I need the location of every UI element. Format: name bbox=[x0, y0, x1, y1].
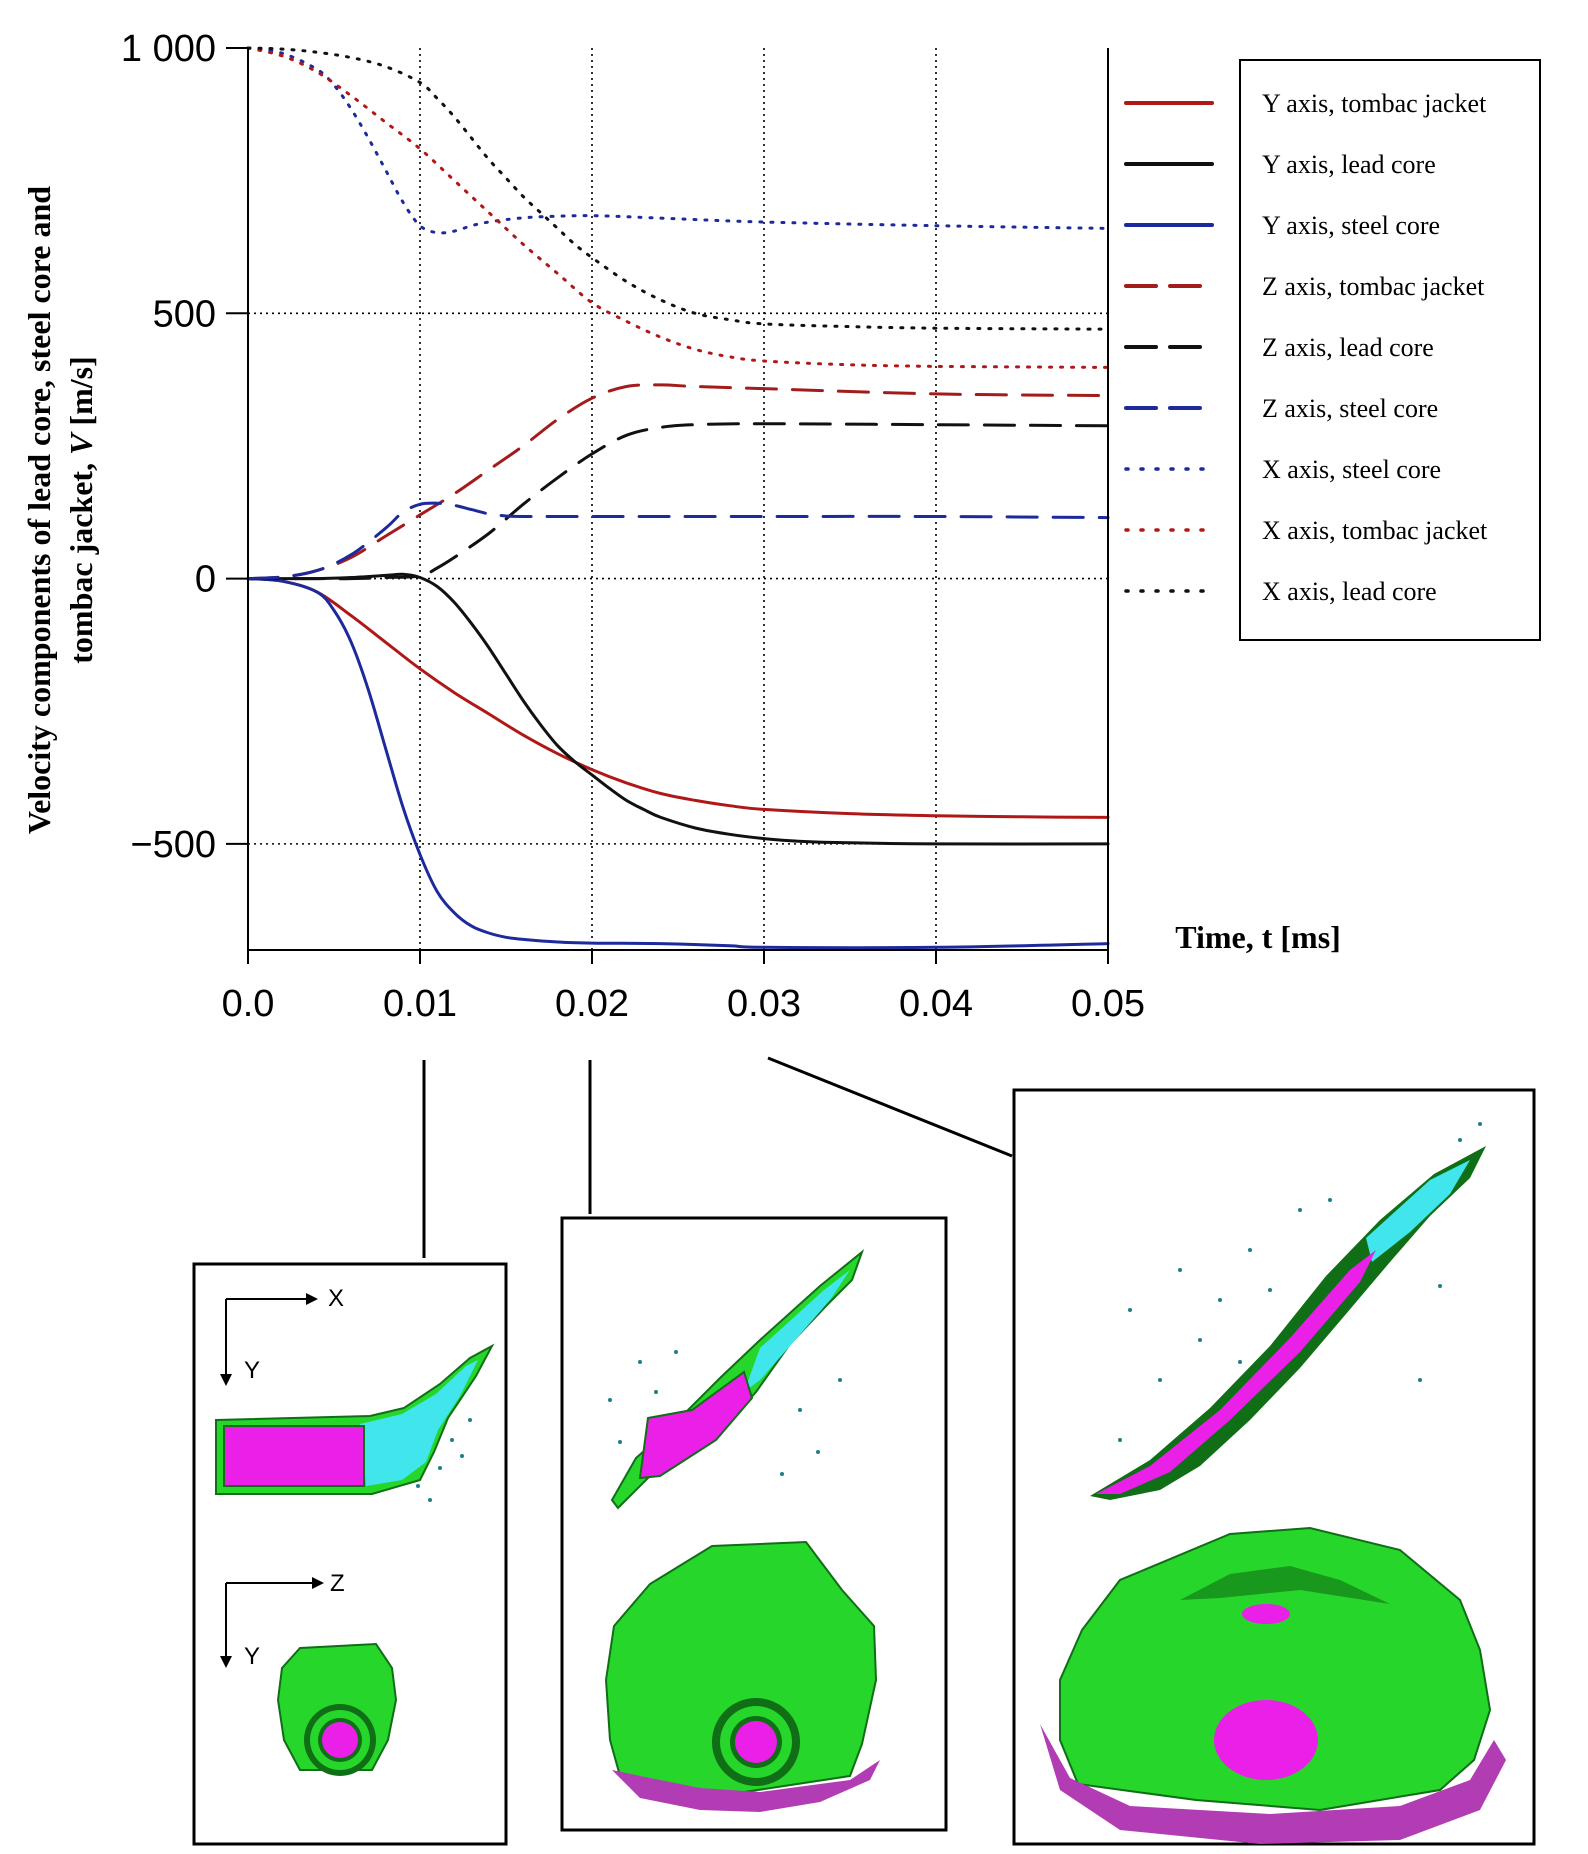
x-tick-label: 0.03 bbox=[727, 983, 801, 1025]
y-ticks: 1 000 500 0 −500 bbox=[121, 28, 248, 866]
projectile-side-view bbox=[608, 1248, 865, 1510]
y-axis-title-line2: tombac jacket, V [m/s] bbox=[63, 356, 99, 663]
y-tick-label: 500 bbox=[153, 293, 216, 335]
series-line-5 bbox=[246, 501, 1110, 581]
arrowhead-icon bbox=[306, 1293, 318, 1305]
arrowhead-icon bbox=[312, 1577, 324, 1589]
y-axis-title-unit: [m/s] bbox=[63, 356, 99, 433]
axis-letter-y: Y bbox=[244, 1357, 260, 1384]
legend-label-2: Y axis, steel core bbox=[1262, 211, 1440, 240]
x-tick-label: 0.05 bbox=[1071, 983, 1145, 1025]
y-tick-label: 1 000 bbox=[121, 28, 216, 70]
legend-label-1: Y axis, lead core bbox=[1262, 150, 1436, 179]
y-axis-title-prefix: tombac jacket, bbox=[63, 455, 99, 664]
series-line-8 bbox=[246, 46, 1110, 331]
projectile-side-view bbox=[215, 1343, 495, 1502]
projectile-front-view bbox=[604, 1540, 880, 1812]
projectile-side-view bbox=[1090, 1122, 1486, 1500]
simulation-inset-0-02 bbox=[560, 1216, 948, 1832]
simulation-inset-0-01: X Y Z Y bbox=[192, 1262, 508, 1846]
velocity-chart: 0.0 0.01 0.02 0.03 0.04 0.05 1 000 500 0 −500 Ti… bbox=[21, 28, 1341, 1025]
legend-label-6: X axis, steel core bbox=[1262, 455, 1441, 484]
y-tick-label: −500 bbox=[130, 824, 216, 866]
inset-connectors bbox=[422, 1056, 1013, 1258]
plot-area bbox=[248, 48, 1108, 950]
projectile-front-view bbox=[1040, 1526, 1506, 1844]
series-line-3 bbox=[246, 383, 1110, 581]
series-line-1 bbox=[246, 572, 1110, 846]
legend-label-7: X axis, tombac jacket bbox=[1262, 516, 1488, 545]
series-line-4 bbox=[246, 422, 1110, 581]
simulation-inset-0-03 bbox=[1012, 1088, 1536, 1846]
axis-letter-z: Z bbox=[330, 1570, 345, 1597]
legend-label-4: Z axis, lead core bbox=[1262, 333, 1434, 362]
coordinate-axes-xy: X Y bbox=[220, 1285, 344, 1386]
y-axis-title-line1: Velocity components of lead core, steel … bbox=[21, 186, 57, 834]
coordinate-axes-zy: Z Y bbox=[220, 1570, 345, 1670]
series-line-2 bbox=[246, 577, 1110, 950]
legend-label-0: Y axis, tombac jacket bbox=[1262, 89, 1487, 118]
legend-items: Y axis, tombac jacket Y axis, lead core Y … bbox=[1124, 89, 1488, 606]
y-axis-title-variable: V bbox=[63, 431, 99, 455]
legend-label-3: Z axis, tombac jacket bbox=[1262, 272, 1485, 301]
projectile-front-view bbox=[276, 1642, 398, 1776]
axis-letter-y: Y bbox=[244, 1643, 260, 1670]
series-line-6 bbox=[246, 46, 1110, 235]
x-axis-title: Time, t [ms] bbox=[1175, 919, 1341, 955]
x-tick-label: 0.04 bbox=[899, 983, 973, 1025]
y-tick-label: 0 bbox=[195, 559, 216, 601]
connector-0-03 bbox=[767, 1056, 1013, 1158]
x-tick-label: 0.0 bbox=[222, 983, 275, 1025]
arrowhead-icon bbox=[220, 1656, 232, 1668]
legend: Y axis, tombac jacket Y axis, lead core Y … bbox=[1124, 59, 1541, 641]
x-tick-label: 0.01 bbox=[383, 983, 457, 1025]
series-group bbox=[246, 46, 1110, 950]
x-ticks: 0.0 0.01 0.02 0.03 0.04 0.05 bbox=[222, 950, 1145, 1025]
axis-letter-x: X bbox=[328, 1285, 344, 1312]
series-line-0 bbox=[246, 577, 1110, 819]
legend-label-8: X axis, lead core bbox=[1262, 577, 1437, 606]
legend-box bbox=[1239, 59, 1541, 641]
x-tick-label: 0.02 bbox=[555, 983, 629, 1025]
legend-label-5: Z axis, steel core bbox=[1262, 394, 1438, 423]
grid bbox=[248, 48, 1108, 950]
arrowhead-icon bbox=[220, 1374, 232, 1386]
